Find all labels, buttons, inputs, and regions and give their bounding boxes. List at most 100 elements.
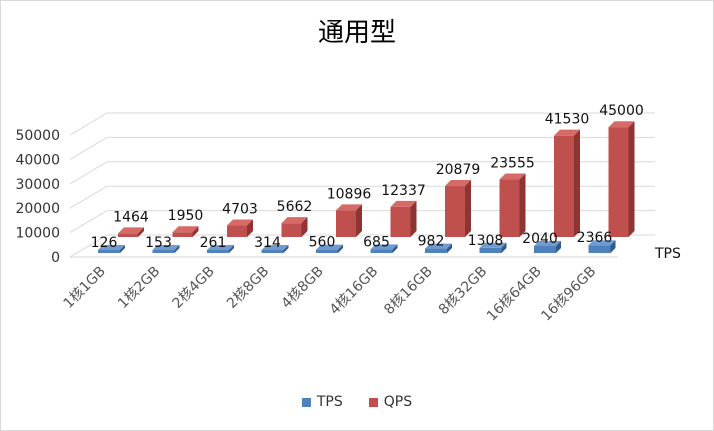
- chart-title: 通用型: [317, 18, 396, 48]
- qps-bar-side: [410, 200, 417, 237]
- tps-bar-top: [152, 245, 180, 250]
- y-tick-label: 20000: [15, 201, 60, 217]
- tps-data-label: 560: [309, 235, 336, 251]
- y-tick-label: 10000: [15, 226, 60, 242]
- qps-bar: [172, 232, 193, 237]
- bars: [98, 121, 635, 253]
- y-tick-label: 40000: [15, 152, 60, 168]
- tps-bar-top: [98, 245, 125, 250]
- x-category-label: 1核2GB: [115, 264, 163, 312]
- qps-bar: [227, 225, 247, 237]
- tps-bar: [425, 248, 447, 253]
- tps-bar: [479, 247, 502, 253]
- tps-bar: [152, 250, 175, 253]
- tps-bar: [588, 245, 611, 253]
- qps-bar-side: [356, 204, 362, 237]
- tps-bar-top: [425, 243, 452, 249]
- y-tick-label: 0: [51, 250, 60, 266]
- qps-bar-top: [172, 226, 199, 233]
- tps-data-label: 2040: [522, 231, 558, 247]
- qps-bar-side: [301, 217, 308, 237]
- qps-bar-top: [499, 173, 526, 180]
- tps-bar-top: [534, 241, 561, 247]
- tps-bar: [207, 250, 229, 253]
- qps-bar-side: [192, 226, 199, 237]
- y-tick-label: 50000: [15, 128, 60, 144]
- qps-bar-side: [138, 227, 144, 237]
- tps-bar-top: [479, 242, 507, 248]
- tps-data-label: 2366: [577, 230, 613, 246]
- tps-bar: [370, 249, 393, 253]
- x-category-label: 4核8GB: [279, 264, 327, 312]
- qps-data-label: 20879: [436, 162, 481, 178]
- qps-bar: [336, 210, 356, 237]
- tps-bar: [98, 250, 120, 253]
- tps-data-label: 685: [363, 234, 390, 250]
- gridline-side: [69, 185, 108, 209]
- gridline-side: [69, 210, 108, 234]
- qps-bar: [390, 206, 411, 237]
- qps-data-label: 5662: [277, 199, 313, 215]
- qps-bar-side: [519, 173, 526, 237]
- tps-data-label: 1308: [468, 233, 504, 249]
- tps-bar-top: [207, 245, 234, 250]
- tps-bar-side: [610, 240, 616, 253]
- qps-data-label: 45000: [599, 103, 644, 119]
- x-category-label: 1核1GB: [61, 264, 109, 312]
- legend-swatch-tps: [301, 397, 311, 407]
- x-category-label: 16核96GB: [538, 264, 599, 325]
- x-category-label: 2核4GB: [170, 264, 218, 312]
- gridline-side: [69, 112, 108, 136]
- qps-bar: [118, 233, 138, 237]
- qps-data-label: 1464: [113, 209, 149, 225]
- qps-data-label: 12337: [381, 183, 426, 199]
- legend-label-tps: TPS: [316, 394, 343, 410]
- tps-bar-side: [556, 241, 561, 253]
- tps-data-label: 153: [145, 235, 172, 251]
- tps-data-label: 261: [200, 235, 227, 251]
- tps-data-label: 314: [254, 235, 281, 251]
- tps-bar: [534, 246, 556, 253]
- tps-bar-side: [229, 245, 234, 253]
- qps-data-label: 4703: [222, 202, 258, 218]
- qps-bar-side: [465, 180, 471, 237]
- qps-bar: [445, 186, 465, 237]
- tps-bar-side: [338, 244, 343, 253]
- y-axis-ticks: 0 10000 20000 30000 40000 50000: [15, 128, 60, 266]
- y-tick-label: 30000: [15, 177, 60, 193]
- qps-bar-top: [554, 129, 580, 136]
- x-category-label: 4核16GB: [327, 264, 382, 319]
- tps-bar-side: [174, 245, 180, 253]
- tps-bar-top: [588, 240, 616, 246]
- x-category-label: 8核16GB: [381, 264, 436, 319]
- qps-bar-top: [390, 200, 417, 207]
- qps-bar-top: [608, 121, 635, 128]
- gridline-side: [69, 234, 108, 258]
- qps-bar-top: [336, 204, 362, 211]
- legend: TPS QPS: [0, 394, 714, 410]
- qps-bar-top: [445, 180, 471, 187]
- qps-bar-top: [118, 227, 144, 234]
- depth-axis-label: TPS: [654, 246, 681, 262]
- qps-data-label: 1950: [168, 208, 204, 224]
- gridline-side: [69, 161, 108, 185]
- tps-bar-side: [447, 243, 452, 253]
- gridline-side: [69, 136, 108, 160]
- qps-data-label: 41530: [545, 112, 590, 128]
- tps-data-label: 126: [91, 235, 118, 251]
- qps-bar-side: [628, 121, 635, 237]
- x-axis-categories: 1核1GB 1核2GB 2核4GB 2核8GB 4核8GB 4核16GB 8核16GB 8核3…: [61, 264, 600, 325]
- qps-bar: [499, 179, 520, 237]
- legend-item-tps: TPS: [301, 394, 343, 410]
- data-labels: 1464 126 1950 153 4703 261 5662 314 10896 560 1233…: [91, 103, 644, 251]
- x-category-label: 16核64GB: [484, 264, 545, 325]
- legend-swatch-qps: [368, 397, 378, 407]
- tps-bar: [261, 250, 284, 253]
- legend-label-qps: QPS: [383, 394, 413, 410]
- qps-bar: [554, 135, 574, 237]
- tps-bar-top: [316, 244, 343, 250]
- tps-bar: [316, 249, 338, 253]
- qps-bar: [281, 223, 302, 237]
- legend-item-qps: QPS: [368, 394, 413, 410]
